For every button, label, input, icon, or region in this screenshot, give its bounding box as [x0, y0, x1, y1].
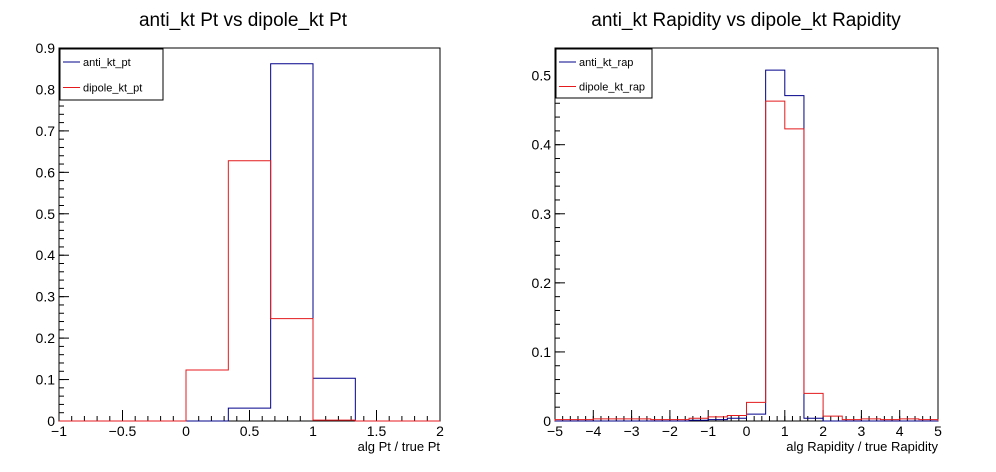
x-axis-label: alg Rapidity / true Rapidity — [786, 439, 938, 454]
histogram-dipole-kt-pt — [59, 160, 440, 422]
legend-label: dipole_kt_pt — [83, 83, 142, 95]
legend-label: dipole_kt_rap — [579, 82, 645, 94]
y-tick-label: 0.7 — [36, 123, 56, 139]
x-tick-label: −0.5 — [109, 423, 137, 439]
y-tick-label: 0.8 — [36, 81, 56, 97]
x-tick-label: −4 — [585, 423, 601, 439]
x-tick-label: 1 — [781, 423, 789, 439]
y-tick-label: 0.1 — [36, 372, 56, 388]
y-tick-label: 0.2 — [532, 275, 552, 291]
plot-frame — [554, 47, 939, 422]
y-tick-label: 0.3 — [532, 206, 552, 222]
x-tick-label: −5 — [547, 423, 563, 439]
x-tick-label: 1 — [309, 423, 317, 439]
y-tick-label: 0.4 — [36, 247, 56, 263]
x-tick-label: 3 — [858, 423, 866, 439]
y-tick-label: 0 — [543, 413, 551, 429]
chart-title: anti_kt Pt vs dipole_kt Pt — [139, 10, 348, 31]
y-tick-label: 0.2 — [36, 330, 56, 346]
x-tick-label: 1.5 — [367, 423, 387, 439]
legend-label: anti_kt_pt — [83, 57, 131, 69]
histogram-anti-kt-pt — [59, 63, 440, 422]
chart-title: anti_kt Rapidity vs dipole_kt Rapidity — [591, 10, 901, 31]
y-tick-label: 0 — [47, 413, 55, 429]
y-tick-label: 0.5 — [532, 68, 552, 84]
y-tick-label: 0.5 — [36, 206, 56, 222]
legend-box — [555, 48, 653, 99]
plot-frame — [58, 47, 441, 422]
x-tick-label: 4 — [896, 423, 904, 439]
y-tick-label: 0.4 — [532, 137, 552, 153]
y-tick-label: 0.3 — [36, 289, 56, 305]
chart-panel-2: anti_kt Rapidity vs dipole_kt Rapidity 0 0… — [532, 10, 943, 454]
x-tick-label: −3 — [624, 423, 640, 439]
histogram-dipole-kt-rap — [554, 100, 939, 421]
histogram-anti-kt-rap — [555, 69, 938, 422]
x-tick-label: 0 — [743, 423, 751, 439]
legend-box — [59, 48, 164, 101]
chart-panel-1: anti_kt Pt vs dipole_kt Pt 0 0.1 0.2 0.3 0.4 0… — [36, 10, 445, 454]
legend: anti_kt_rap dipole_kt_rap — [555, 48, 653, 99]
x-tick-label: −2 — [662, 423, 678, 439]
x-tick-label: −1 — [51, 423, 67, 439]
y-tick-label: 0.9 — [36, 40, 56, 56]
x-tick-label: −1 — [700, 423, 716, 439]
x-axis-label: alg Pt / true Pt — [358, 439, 441, 454]
x-tick-label: 0 — [182, 423, 190, 439]
y-tick-label: 0.6 — [36, 164, 56, 180]
x-tick-label: 2 — [819, 423, 827, 439]
legend: anti_kt_pt dipole_kt_pt — [59, 48, 164, 101]
x-tick-label: 2 — [436, 423, 444, 439]
legend-label: anti_kt_rap — [579, 57, 633, 69]
x-tick-label: 0.5 — [240, 423, 260, 439]
x-tick-label: 5 — [934, 423, 942, 439]
y-tick-label: 0.1 — [532, 344, 552, 360]
